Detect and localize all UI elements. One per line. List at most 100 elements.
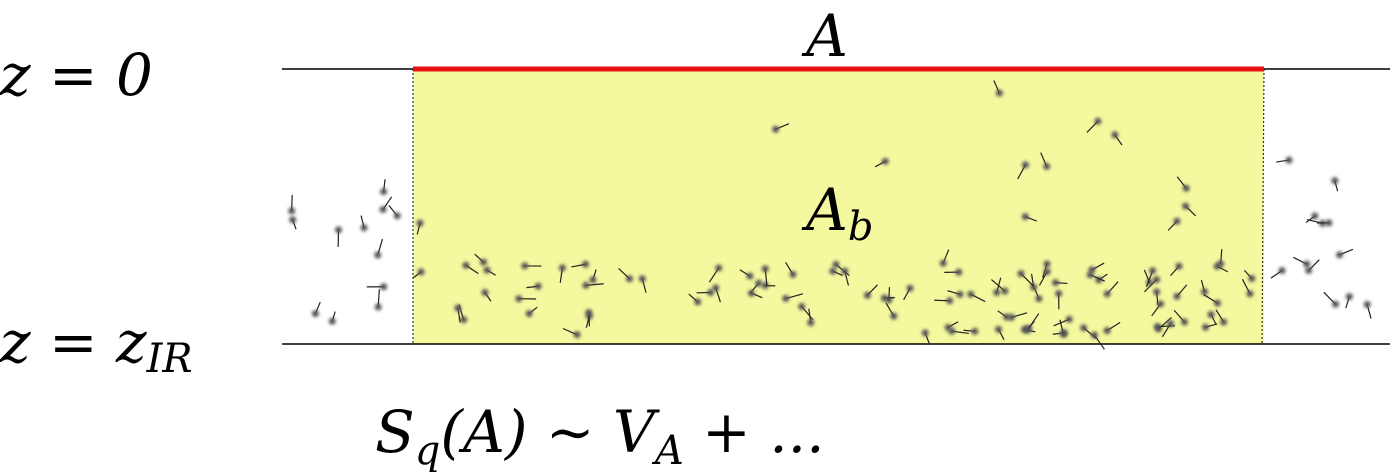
particle <box>1175 262 1183 270</box>
particle <box>1003 313 1011 321</box>
particle <box>755 279 763 287</box>
particle <box>573 331 581 339</box>
particle <box>880 294 888 302</box>
particle <box>1180 318 1188 326</box>
particle <box>944 323 952 331</box>
particle <box>782 295 790 303</box>
particle <box>360 224 368 232</box>
particle <box>1086 271 1094 279</box>
particle <box>328 317 336 325</box>
particle <box>1035 295 1043 303</box>
region-top-label: A <box>801 2 848 70</box>
formula-text: + ... <box>684 398 825 466</box>
particle <box>479 258 487 266</box>
particle <box>525 310 533 318</box>
particle <box>694 298 702 306</box>
particle <box>1055 289 1063 297</box>
particle <box>1052 279 1060 287</box>
particle <box>712 284 720 292</box>
particle <box>956 290 964 298</box>
particle <box>454 304 462 312</box>
particle <box>1111 131 1119 139</box>
particle <box>1059 330 1067 338</box>
particle <box>761 282 769 290</box>
particle <box>582 260 590 268</box>
particle <box>971 327 979 335</box>
particle <box>1090 331 1098 339</box>
label-base: A <box>801 176 848 244</box>
particle <box>1220 318 1228 326</box>
particle <box>515 295 523 303</box>
particle <box>747 289 755 297</box>
particle <box>1153 288 1161 296</box>
particle <box>589 276 597 284</box>
particle <box>1246 290 1254 298</box>
formula: Sq(A) ∼ VA + ... <box>375 398 825 472</box>
particle <box>558 264 566 272</box>
particle <box>585 309 593 317</box>
particle <box>1043 268 1051 276</box>
particle <box>1065 315 1073 323</box>
region-edge <box>1261 68 1265 345</box>
particle <box>1023 326 1031 334</box>
formula-sub: q <box>415 428 441 472</box>
particle <box>460 316 468 324</box>
particle <box>1173 292 1181 300</box>
particle <box>289 216 297 224</box>
particle <box>626 275 634 283</box>
particle <box>1182 184 1190 192</box>
particle <box>832 260 840 268</box>
particle <box>380 283 388 291</box>
particle <box>335 226 343 234</box>
particle <box>1153 276 1161 284</box>
particle <box>1336 251 1344 259</box>
particle <box>1305 266 1313 274</box>
particle <box>1157 300 1165 308</box>
bulk-region <box>413 69 1264 344</box>
particle <box>1043 260 1051 268</box>
particle <box>1325 219 1333 227</box>
particle <box>1103 327 1111 335</box>
particle <box>1285 156 1293 164</box>
particle <box>1363 301 1371 309</box>
particle <box>416 219 424 227</box>
particle <box>1021 213 1029 221</box>
particle <box>481 289 489 297</box>
particle <box>798 302 806 310</box>
ir-boundary-label: z = zIR <box>0 308 193 382</box>
particle <box>417 268 425 276</box>
particle <box>1201 288 1209 296</box>
particle <box>1332 300 1340 308</box>
particle <box>746 272 754 280</box>
particle <box>761 265 769 273</box>
particle <box>1001 287 1009 295</box>
particle <box>829 267 837 275</box>
particle <box>995 325 1003 333</box>
particle <box>288 207 296 215</box>
particle <box>881 157 889 165</box>
particles <box>288 80 1372 350</box>
particle <box>462 261 470 269</box>
particle <box>1149 267 1157 275</box>
particle <box>772 125 780 133</box>
region-bulk-label: Ab <box>801 176 874 250</box>
particle <box>1103 290 1111 298</box>
particle <box>1021 161 1029 169</box>
particle <box>1213 299 1221 307</box>
particle <box>1182 202 1190 210</box>
particle <box>521 262 529 270</box>
particle <box>939 259 947 267</box>
particle <box>863 291 871 299</box>
top-boundary-label: z = 0 <box>0 41 153 109</box>
particle <box>807 319 815 327</box>
particle <box>534 282 542 290</box>
particle <box>374 303 382 311</box>
particle <box>374 251 382 259</box>
particle <box>1278 267 1286 275</box>
particle <box>1043 162 1051 170</box>
particle <box>715 264 723 272</box>
particle <box>1153 323 1161 331</box>
label-base: z = z <box>0 308 147 376</box>
particle <box>1202 323 1210 331</box>
